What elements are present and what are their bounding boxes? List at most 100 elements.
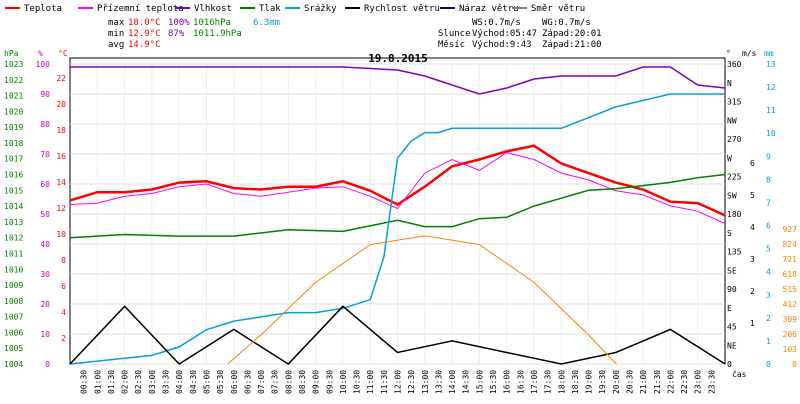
x-tick: 08:30: [298, 370, 307, 394]
pct-tick: 100: [36, 60, 51, 69]
x-tick: 12:30: [407, 370, 416, 394]
x-tick: 22:30: [680, 370, 689, 394]
sun-tick: 0: [792, 360, 797, 369]
stat-sun-label: Slunce: [438, 29, 471, 39]
pct-tick: 30: [40, 270, 50, 279]
hpa-tick: 1021: [4, 92, 23, 101]
dir-tick: SW: [727, 191, 737, 200]
dir-tick: E: [727, 304, 732, 313]
x-tick: 08:00: [284, 370, 293, 394]
stat-max-temp: 18.0°C: [128, 18, 161, 28]
temp-tick: 10: [56, 230, 66, 239]
x-tick: 21:30: [653, 370, 662, 394]
ms-tick: 10: [766, 129, 776, 138]
x-tick: 11:00: [366, 370, 375, 394]
temp-tick: 8: [61, 256, 66, 265]
x-tick: 14:00: [448, 370, 457, 394]
x-tick: 03:00: [148, 370, 157, 394]
ms-tick: 5: [766, 245, 771, 254]
pct-tick: 60: [40, 180, 50, 189]
ms-tick: 4: [766, 268, 771, 277]
ms-tick: 1: [766, 337, 771, 346]
series-marks: [69, 66, 726, 365]
hpa-tick: 1007: [4, 313, 23, 322]
x-tick: 05:00: [202, 370, 211, 394]
series-line: [69, 305, 726, 365]
x-tick: 23:30: [707, 370, 716, 394]
temp-tick: 16: [56, 152, 66, 161]
ms-tick: 2: [766, 314, 771, 323]
stat-moon-label: Měsíc: [438, 40, 465, 50]
stat-moon-rise: Východ:9:43: [472, 40, 532, 50]
dir-tick: S: [727, 229, 732, 238]
x-tick: 05:30: [216, 370, 225, 394]
x-tick: 14:30: [462, 370, 471, 394]
dir-tick: N: [727, 79, 732, 88]
hpa-tick: 1015: [4, 186, 23, 195]
hpa-tick: 1008: [4, 297, 23, 306]
stat-avg-label: avg: [108, 40, 124, 50]
x-tick: 02:30: [134, 370, 143, 394]
unit-hpa: hPa: [4, 49, 19, 58]
x-tick: 19:00: [585, 370, 594, 394]
hpa-tick: 1017: [4, 155, 23, 164]
hpa-tick: 1023: [4, 60, 23, 69]
dir-tick: 90: [727, 285, 737, 294]
pct-tick: 40: [40, 240, 50, 249]
sun-tick: 206: [783, 330, 798, 339]
x-tick: 16:00: [503, 370, 512, 394]
pct-tick: 0: [45, 360, 50, 369]
x-tick: 23:00: [694, 370, 703, 394]
temp-tick: 12: [56, 204, 66, 213]
x-tick: 10:30: [353, 370, 362, 394]
x-axis-label: čas: [732, 369, 747, 379]
x-tick: 13:30: [434, 370, 443, 394]
x-tick: 00:30: [80, 370, 89, 394]
pct-tick: 70: [40, 150, 50, 159]
stat-sun-set: Západ:20:01: [542, 29, 602, 39]
x-tick: 10:00: [339, 370, 348, 394]
pct-tick: 90: [40, 90, 50, 99]
unit-ms: m/s: [742, 49, 757, 58]
dir-tick: SE: [727, 266, 737, 275]
legend-srazky: Srážky: [304, 4, 337, 14]
pct-tick: 10: [40, 330, 50, 339]
x-tick: 04:30: [189, 370, 198, 394]
stat-moon-set: Západ:21:00: [542, 40, 602, 50]
hpa-tick: 1009: [4, 281, 23, 290]
x-tick: 04:00: [175, 370, 184, 394]
hpa-tick: 1006: [4, 328, 23, 337]
sun-tick: 515: [783, 285, 798, 294]
x-tick: 17:30: [544, 370, 553, 394]
ms-tick: 8: [766, 175, 771, 184]
series-line: [69, 144, 726, 217]
series-line: [69, 152, 726, 224]
x-tick: 15:00: [475, 370, 484, 394]
mm-tick: 1: [750, 319, 755, 328]
series-line: [227, 235, 617, 365]
hpa-tick: 1013: [4, 218, 23, 227]
legend-teplota: Teplota: [24, 4, 62, 14]
ms-tick: 11: [766, 106, 776, 115]
legend-naraz-vetru: Náraz větru: [459, 4, 519, 14]
x-tick: 18:30: [571, 370, 580, 394]
series-line: [69, 93, 725, 365]
legend-tlak: Tlak: [259, 4, 281, 14]
legend-vlhkost: Vlhkost: [194, 4, 232, 14]
x-tick: 19:30: [598, 370, 607, 394]
x-tick: 07:00: [257, 370, 266, 394]
ms-tick: 6: [766, 222, 771, 231]
hpa-tick: 1010: [4, 265, 23, 274]
hpa-tick: 1019: [4, 123, 23, 132]
stat-max-hum: 100%: [168, 18, 190, 28]
hpa-tick: 1005: [4, 344, 23, 353]
hpa-tick: 1011: [4, 249, 23, 258]
stat-min-hum: 87%: [168, 29, 185, 39]
temp-tick: 2: [61, 334, 66, 343]
dir-tick: 180: [727, 210, 742, 219]
x-tick: 01:30: [107, 370, 116, 394]
x-tick: 06:30: [243, 370, 252, 394]
dir-tick: 360: [727, 60, 742, 69]
x-tick: 21:00: [639, 370, 648, 394]
x-tick: 06:00: [230, 370, 239, 394]
